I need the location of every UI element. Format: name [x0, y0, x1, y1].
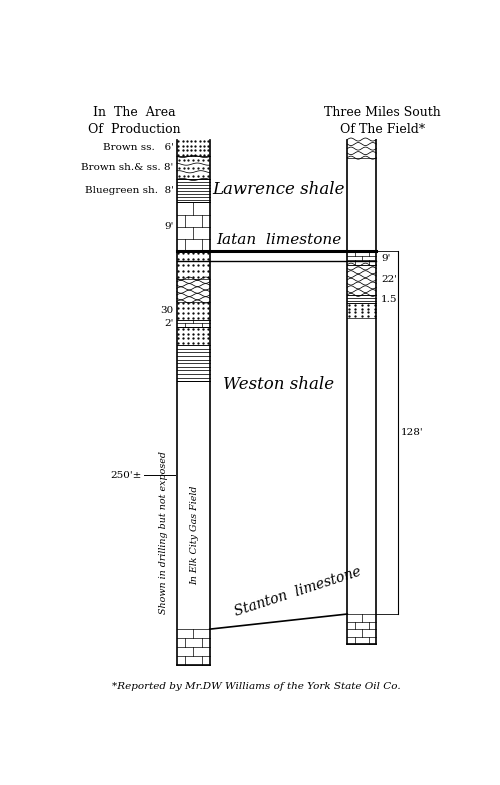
- Text: Weston shale: Weston shale: [223, 376, 334, 392]
- Text: 2': 2': [164, 319, 173, 328]
- Text: 9': 9': [164, 222, 173, 232]
- Text: Shown in drilling but not exposed: Shown in drilling but not exposed: [159, 451, 168, 614]
- Text: Brown sh.& ss. 8': Brown sh.& ss. 8': [82, 163, 174, 173]
- Text: In Elk City Gas Field: In Elk City Gas Field: [190, 486, 200, 585]
- Text: Iatan  limestone: Iatan limestone: [216, 232, 341, 246]
- Text: Brown ss.   6': Brown ss. 6': [103, 144, 174, 152]
- Text: *Reported by Mr.DW Williams of the York State Oil Co.: *Reported by Mr.DW Williams of the York …: [112, 682, 401, 692]
- Text: 250'±: 250'±: [110, 470, 142, 480]
- Text: Three Miles South
Of The Field*: Three Miles South Of The Field*: [324, 106, 440, 137]
- Text: 9': 9': [381, 254, 390, 262]
- Text: Lawrence shale: Lawrence shale: [212, 181, 345, 198]
- Text: 30: 30: [160, 306, 173, 315]
- Text: 1.5: 1.5: [381, 294, 398, 304]
- Text: Stanton  limestone: Stanton limestone: [232, 564, 363, 619]
- Text: In  The  Area
Of  Production: In The Area Of Production: [88, 106, 180, 137]
- Text: Bluegreen sh.  8': Bluegreen sh. 8': [85, 186, 174, 195]
- Text: 128': 128': [401, 428, 423, 437]
- Text: 22': 22': [381, 276, 397, 284]
